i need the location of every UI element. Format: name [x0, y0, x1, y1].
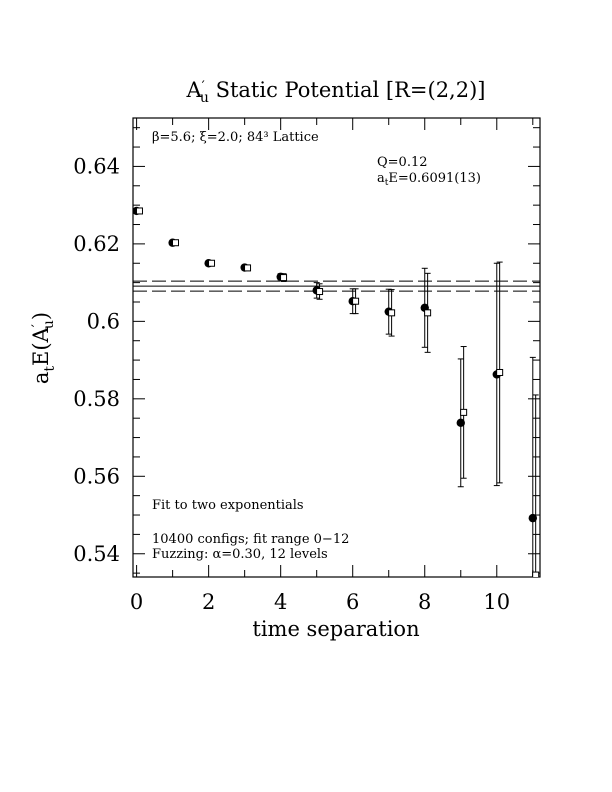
x-tick-label: 4	[274, 590, 287, 614]
data-point-square	[135, 207, 143, 215]
data-point-circle	[528, 513, 537, 523]
data-point-square	[496, 368, 504, 376]
y-tick-label: 0.58	[73, 387, 120, 411]
fuzzing-annotation: Fuzzing: α=0.30, 12 levels	[152, 547, 328, 562]
data-point-square	[172, 239, 180, 247]
y-tick-label: 0.62	[73, 232, 120, 256]
x-tick-label: 10	[483, 590, 510, 614]
y-axis-label: atE(A′u)	[29, 312, 58, 384]
data-point-square	[280, 274, 288, 282]
y-tick-label: 0.54	[73, 542, 120, 566]
x-tick-label: 8	[418, 590, 431, 614]
data-point-square	[388, 309, 396, 317]
y-tick-label: 0.6	[87, 309, 120, 333]
data-point-square	[532, 571, 540, 577]
y-tick-label: 0.64	[73, 154, 120, 178]
fit-band	[133, 280, 540, 292]
plot-frame	[132, 117, 541, 578]
y-tick-label: 0.56	[73, 464, 120, 488]
x-tick-label: 0	[130, 590, 143, 614]
chart-title: A′ u Static Potential [R=(2,2)]	[186, 78, 486, 106]
data-points	[133, 206, 540, 577]
x-tick-label: 2	[202, 590, 215, 614]
q-annotation: Q=0.12	[377, 155, 428, 170]
data-point-square	[424, 309, 432, 317]
data-point-circle	[456, 418, 465, 428]
x-tick-labels: 0 2 4 6 8 10	[130, 590, 510, 614]
configs-annotation: 10400 configs; fit range 0−12	[152, 532, 349, 547]
energy-annotation: atE=0.6091(13)	[377, 171, 481, 188]
fit-annotation: Fit to two exponentials	[152, 498, 304, 513]
data-point-square	[316, 288, 324, 296]
x-axis-label: time separation	[252, 617, 419, 641]
x-tick-label: 6	[346, 590, 359, 614]
y-tick-labels: 0.54 0.56 0.58 0.6 0.62 0.64	[73, 154, 120, 565]
data-point-square	[460, 408, 468, 416]
data-point-square	[208, 259, 216, 267]
data-point-square	[352, 297, 360, 305]
lattice-annotation: β=5.6; ξ=2.0; 84³ Lattice	[152, 130, 319, 145]
axis-ticks	[133, 118, 540, 577]
data-point-square	[244, 264, 252, 272]
